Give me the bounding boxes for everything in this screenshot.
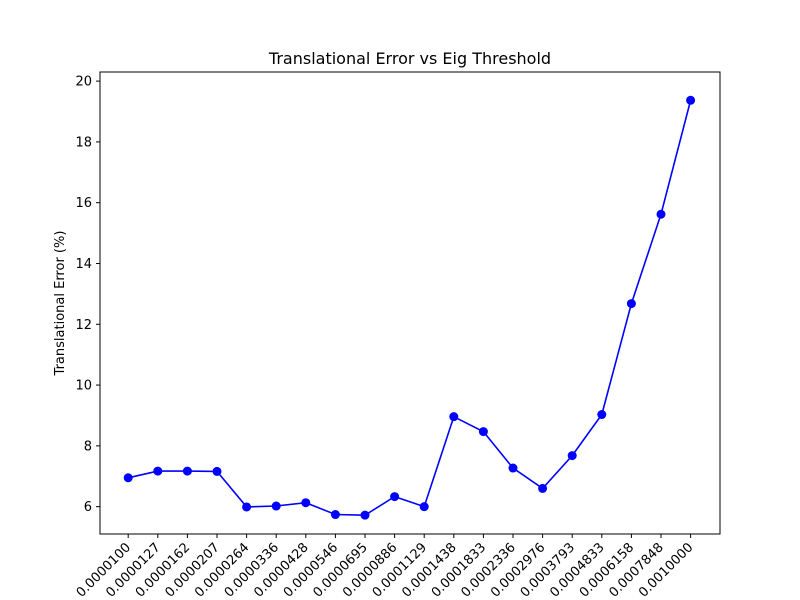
data-point bbox=[301, 498, 311, 508]
y-tick-label: 8 bbox=[84, 439, 92, 454]
y-tick-label: 14 bbox=[75, 257, 92, 272]
y-tick-label: 18 bbox=[75, 135, 92, 150]
data-point bbox=[626, 299, 636, 309]
y-tick-label: 6 bbox=[84, 500, 92, 515]
data-point bbox=[242, 502, 252, 512]
y-tick-label: 20 bbox=[75, 75, 92, 90]
axes-frame bbox=[99, 71, 721, 535]
data-point bbox=[360, 510, 370, 520]
data-point bbox=[656, 209, 666, 219]
data-point bbox=[153, 466, 163, 476]
data-point bbox=[390, 492, 400, 502]
y-tick-label: 16 bbox=[75, 196, 92, 211]
data-point bbox=[330, 510, 340, 520]
data-point bbox=[419, 502, 429, 512]
plot-area: 681012141618200.00001000.00001270.000016… bbox=[74, 71, 721, 600]
data-point bbox=[182, 466, 192, 476]
data-point bbox=[449, 412, 459, 422]
data-point bbox=[567, 451, 577, 461]
chart-title: Translational Error vs Eig Threshold bbox=[268, 49, 551, 68]
series-line bbox=[128, 100, 692, 517]
data-point bbox=[686, 95, 696, 105]
data-point bbox=[271, 501, 281, 511]
y-axis-label: Translational Error (%) bbox=[53, 231, 68, 377]
data-point bbox=[597, 410, 607, 420]
y-tick-label: 10 bbox=[75, 379, 92, 394]
data-point bbox=[123, 473, 133, 483]
y-tick-label: 12 bbox=[75, 318, 92, 333]
data-point bbox=[508, 463, 518, 473]
data-point bbox=[538, 483, 548, 493]
data-point bbox=[478, 427, 488, 437]
data-point bbox=[212, 466, 222, 476]
